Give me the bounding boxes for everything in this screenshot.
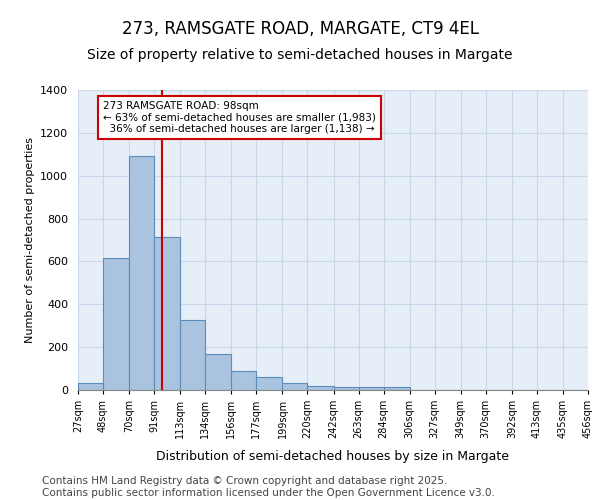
X-axis label: Distribution of semi-detached houses by size in Margate: Distribution of semi-detached houses by … <box>157 450 509 462</box>
Text: Contains HM Land Registry data © Crown copyright and database right 2025.
Contai: Contains HM Land Registry data © Crown c… <box>42 476 495 498</box>
Bar <box>307 386 334 390</box>
Text: Size of property relative to semi-detached houses in Margate: Size of property relative to semi-detach… <box>87 48 513 62</box>
Bar <box>359 387 383 390</box>
Y-axis label: Number of semi-detached properties: Number of semi-detached properties <box>25 137 35 343</box>
Bar <box>103 258 129 390</box>
Bar <box>205 354 232 390</box>
Bar <box>334 387 359 390</box>
Bar <box>256 377 283 390</box>
Text: 273, RAMSGATE ROAD, MARGATE, CT9 4EL: 273, RAMSGATE ROAD, MARGATE, CT9 4EL <box>121 20 479 38</box>
Bar <box>232 370 256 390</box>
Bar <box>129 156 154 390</box>
Bar <box>180 320 205 390</box>
Text: 273 RAMSGATE ROAD: 98sqm
← 63% of semi-detached houses are smaller (1,983)
  36%: 273 RAMSGATE ROAD: 98sqm ← 63% of semi-d… <box>103 100 376 134</box>
Bar <box>383 387 410 390</box>
Bar <box>78 382 103 390</box>
Bar <box>154 237 180 390</box>
Bar <box>283 382 307 390</box>
